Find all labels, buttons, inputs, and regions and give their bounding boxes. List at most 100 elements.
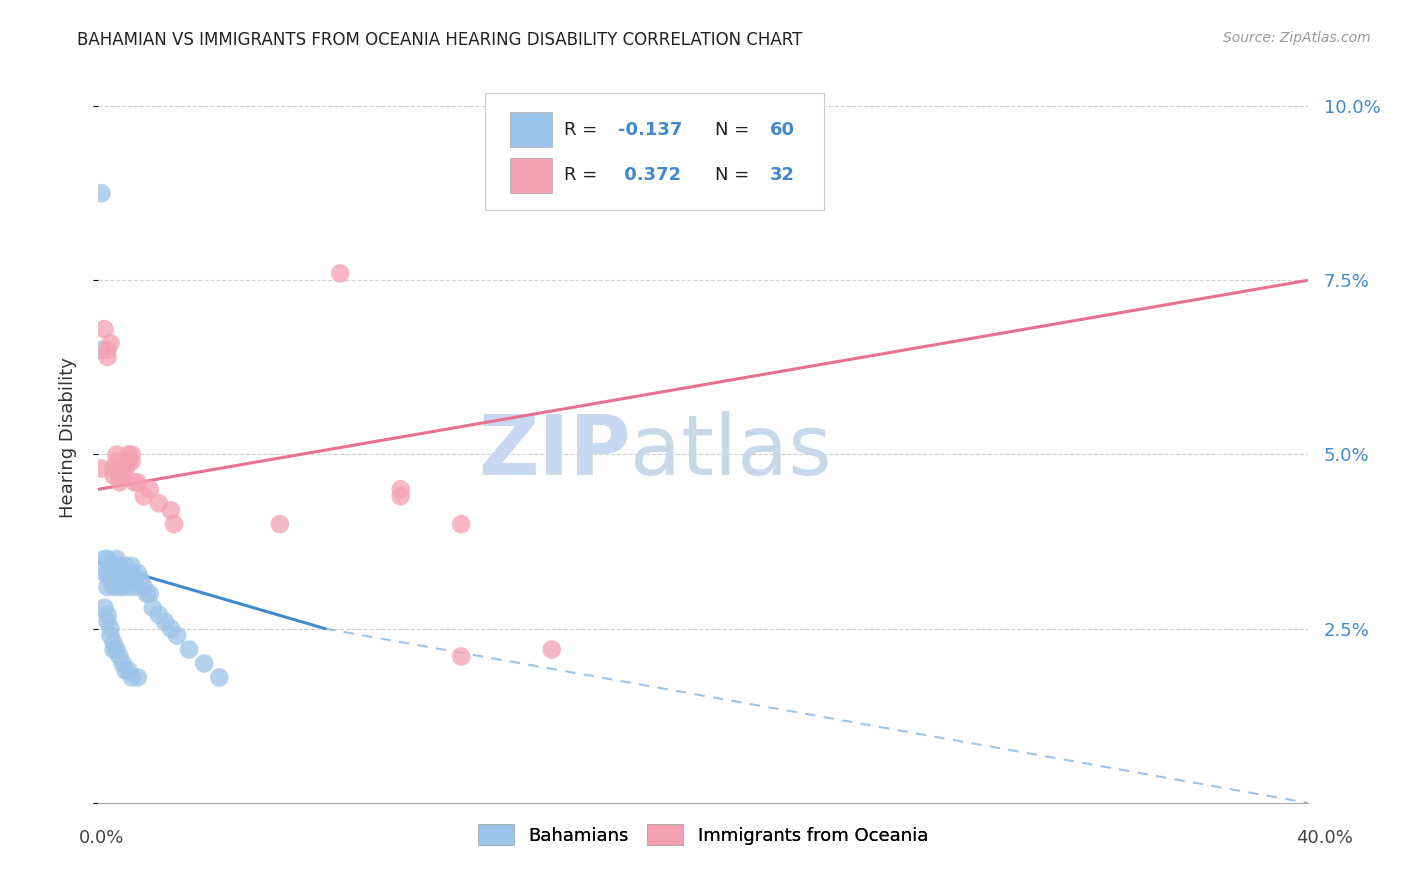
Point: [103, 461, 125, 475]
Point: [121, 566, 143, 580]
Point: [142, 600, 165, 615]
Text: 60: 60: [769, 121, 794, 139]
Point: [132, 489, 155, 503]
FancyBboxPatch shape: [509, 112, 551, 147]
Point: [118, 454, 141, 468]
Point: [103, 642, 125, 657]
Point: [166, 629, 188, 643]
Text: N =: N =: [716, 121, 755, 139]
Point: [111, 461, 134, 475]
Point: [540, 642, 562, 657]
Point: [111, 468, 134, 483]
Point: [108, 558, 131, 573]
Text: N =: N =: [716, 166, 755, 185]
Text: R =: R =: [564, 166, 603, 185]
Point: [108, 649, 131, 664]
Point: [100, 573, 122, 587]
Point: [148, 607, 170, 622]
Text: -0.137: -0.137: [619, 121, 683, 139]
Point: [100, 558, 122, 573]
Point: [111, 573, 134, 587]
Point: [96, 580, 118, 594]
Point: [163, 517, 186, 532]
Point: [100, 622, 122, 636]
Point: [108, 580, 131, 594]
Point: [118, 664, 141, 678]
Point: [103, 580, 125, 594]
Point: [100, 629, 122, 643]
Point: [114, 664, 136, 678]
Text: atlas: atlas: [630, 411, 832, 492]
Point: [105, 558, 128, 573]
Text: ZIP: ZIP: [478, 411, 630, 492]
Point: [93, 322, 115, 336]
Text: 0.0%: 0.0%: [79, 830, 124, 847]
Point: [103, 558, 125, 573]
Point: [153, 615, 176, 629]
Point: [105, 642, 128, 657]
Point: [121, 448, 143, 462]
Point: [114, 566, 136, 580]
Point: [103, 468, 125, 483]
Point: [105, 566, 128, 580]
Point: [127, 475, 149, 490]
Point: [105, 448, 128, 462]
Point: [124, 475, 146, 490]
Point: [124, 580, 146, 594]
Point: [96, 552, 118, 566]
Point: [127, 670, 149, 684]
Point: [108, 468, 131, 483]
Point: [96, 350, 118, 364]
Point: [105, 454, 128, 468]
Point: [160, 503, 183, 517]
Point: [389, 483, 412, 497]
Point: [103, 566, 125, 580]
Point: [329, 266, 352, 280]
Point: [135, 587, 157, 601]
Point: [114, 461, 136, 475]
Point: [111, 566, 134, 580]
Point: [105, 552, 128, 566]
Point: [121, 558, 143, 573]
Point: [105, 573, 128, 587]
Point: [139, 483, 162, 497]
Point: [208, 670, 231, 684]
Point: [269, 517, 291, 532]
Point: [96, 607, 118, 622]
Point: [90, 343, 112, 357]
Point: [179, 642, 201, 657]
Point: [111, 657, 134, 671]
Point: [389, 489, 412, 503]
Point: [193, 657, 215, 671]
Point: [111, 580, 134, 594]
Point: [100, 336, 122, 351]
Point: [118, 448, 141, 462]
Point: [93, 552, 115, 566]
Point: [127, 566, 149, 580]
Point: [96, 566, 118, 580]
Text: 0.372: 0.372: [619, 166, 682, 185]
Point: [90, 186, 112, 201]
Text: R =: R =: [564, 121, 603, 139]
Point: [118, 580, 141, 594]
Point: [100, 566, 122, 580]
Point: [114, 558, 136, 573]
Text: BAHAMIAN VS IMMIGRANTS FROM OCEANIA HEARING DISABILITY CORRELATION CHART: BAHAMIAN VS IMMIGRANTS FROM OCEANIA HEAR…: [77, 31, 803, 49]
Point: [108, 566, 131, 580]
Point: [139, 587, 162, 601]
FancyBboxPatch shape: [509, 158, 551, 193]
FancyBboxPatch shape: [485, 94, 824, 211]
Point: [93, 600, 115, 615]
Point: [148, 496, 170, 510]
Point: [160, 622, 183, 636]
Point: [121, 454, 143, 468]
Y-axis label: Hearing Disability: Hearing Disability: [59, 357, 77, 517]
Text: 40.0%: 40.0%: [1296, 830, 1353, 847]
Point: [121, 670, 143, 684]
Point: [450, 517, 472, 532]
Text: 32: 32: [769, 166, 794, 185]
Point: [450, 649, 472, 664]
Point: [118, 566, 141, 580]
Point: [96, 615, 118, 629]
Point: [124, 573, 146, 587]
